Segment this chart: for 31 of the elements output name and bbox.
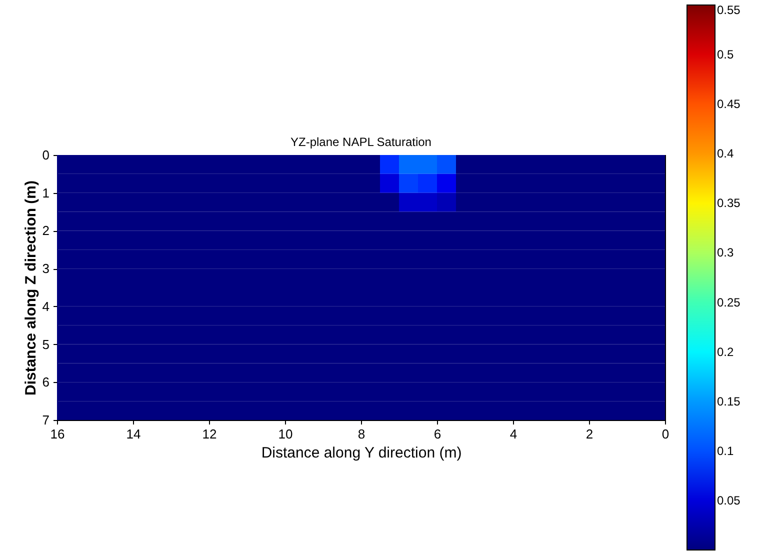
color-bar-label: 0.5 xyxy=(717,48,734,62)
color-bar-label: 0.1 xyxy=(717,444,734,458)
x-tick-label: 16 xyxy=(50,426,65,442)
y-tick-label: 4 xyxy=(42,298,50,314)
x-tick-label: 10 xyxy=(278,426,293,442)
color-bar-label: 0.25 xyxy=(717,295,741,310)
x-tick-label: 0 xyxy=(662,426,670,442)
y-tick-label: 2 xyxy=(42,223,50,238)
color-bar-label: 0.55 xyxy=(717,3,741,17)
chart-title: YZ-plane NAPL Saturation xyxy=(290,135,432,149)
color-bar-label: 0.15 xyxy=(717,394,741,408)
x-tick-label: 14 xyxy=(126,426,141,442)
y-tick-label: 0 xyxy=(42,148,50,162)
color-bar-label: 0.05 xyxy=(717,493,741,508)
color-bar-label: 0.3 xyxy=(717,246,734,260)
y-tick-label: 5 xyxy=(42,336,50,352)
x-axis-title: Distance along Y direction (m) xyxy=(261,444,462,462)
x-tick-label: 12 xyxy=(202,426,217,442)
x-tick-label: 8 xyxy=(358,426,366,442)
y-tick-label: 6 xyxy=(42,374,50,390)
y-axis-title: Distance along Z direction (m) xyxy=(22,180,40,396)
x-tick-label: 2 xyxy=(586,426,594,442)
color-bar-label: 0.35 xyxy=(717,196,741,210)
color-bar-label: 0.45 xyxy=(717,97,741,112)
y-tick-label: 3 xyxy=(42,261,50,276)
color-bar-label: 0.4 xyxy=(717,146,734,161)
x-tick-label: 6 xyxy=(434,426,442,442)
y-tick-label: 1 xyxy=(42,185,50,200)
y-tick-label: 7 xyxy=(42,412,50,428)
x-tick-label: 4 xyxy=(510,426,518,442)
color-bar-label: 0.2 xyxy=(717,344,734,359)
